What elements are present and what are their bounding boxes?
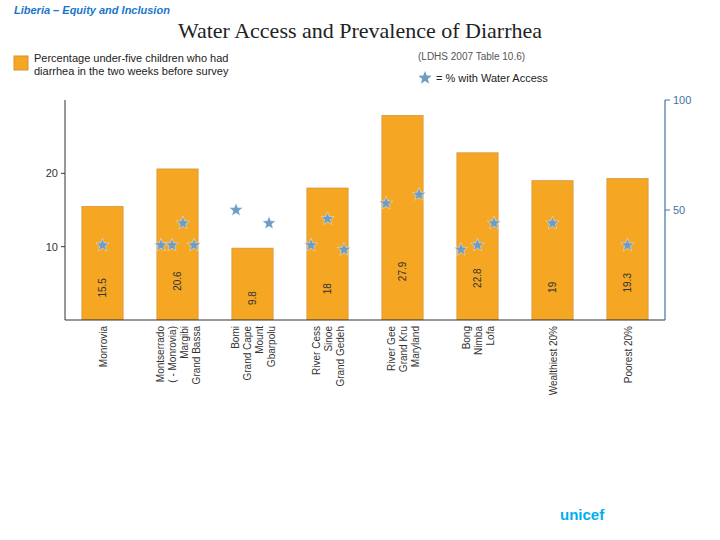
x-tick-label: Wealthiest 20% bbox=[548, 326, 559, 395]
star-marker bbox=[546, 216, 559, 229]
y-tick bbox=[61, 246, 65, 247]
data-label: 27.9 bbox=[398, 261, 409, 281]
legend-label: Percentage under-five children who haddi… bbox=[34, 52, 229, 77]
star-marker bbox=[471, 238, 484, 251]
legend-label: = % with Water Access bbox=[436, 72, 548, 84]
title: Water Access and Prevalence of Diarrhea bbox=[178, 18, 542, 43]
star-marker bbox=[621, 238, 634, 251]
bar bbox=[457, 153, 498, 320]
star-marker bbox=[187, 238, 200, 251]
source: (LDHS 2007 Table 10.6) bbox=[418, 51, 525, 62]
logo-text: unicef bbox=[560, 506, 605, 523]
star-marker bbox=[154, 238, 167, 251]
y2-tick-label: 50 bbox=[673, 204, 685, 216]
y-tick-label: 20 bbox=[46, 167, 58, 179]
y-axis bbox=[65, 100, 66, 320]
x-tick-label: Monrovia bbox=[98, 326, 109, 368]
star-marker bbox=[262, 216, 275, 229]
bar bbox=[382, 115, 423, 320]
star-marker bbox=[487, 216, 500, 229]
x-tick-label: Montserrado( - Monrovia)MargibiGrand Bas… bbox=[155, 326, 202, 385]
y2-tick bbox=[665, 210, 670, 211]
data-label: 22.8 bbox=[473, 268, 484, 288]
star-marker bbox=[412, 188, 425, 201]
subtitle: Liberia – Equity and Inclusion bbox=[14, 4, 170, 16]
x-tick-label: River GeeGrand KruMaryland bbox=[386, 326, 421, 373]
star-marker bbox=[379, 196, 392, 209]
data-label: 15.5 bbox=[98, 278, 109, 298]
bar bbox=[82, 206, 123, 320]
star-marker bbox=[96, 238, 109, 251]
y2-tick-label: 100 bbox=[673, 94, 691, 106]
x-tick-label: Poorest 20% bbox=[623, 326, 634, 383]
legend-marker bbox=[418, 71, 431, 84]
data-label: 18 bbox=[323, 283, 334, 295]
data-label: 19.3 bbox=[623, 273, 634, 293]
x-tick-label: BomiGrand CapeMountGbarpolu bbox=[230, 326, 277, 381]
star-marker bbox=[229, 203, 242, 216]
bar bbox=[532, 181, 573, 320]
y-tick-label: 10 bbox=[46, 241, 58, 253]
star-marker bbox=[321, 212, 334, 225]
data-label: 20.6 bbox=[173, 271, 184, 291]
legend-swatch bbox=[14, 56, 28, 70]
data-label: 9.8 bbox=[248, 291, 259, 305]
x-tick-label: River CessSinoeGrand Gedeh bbox=[311, 326, 346, 387]
chart: Liberia – Equity and Inclusion Water Acce… bbox=[0, 0, 720, 540]
star-marker bbox=[304, 238, 317, 251]
bar bbox=[232, 248, 273, 320]
star-marker bbox=[176, 216, 189, 229]
star-marker bbox=[165, 238, 178, 251]
y2-tick bbox=[665, 100, 670, 101]
data-label: 19 bbox=[548, 281, 559, 293]
star-marker bbox=[337, 243, 350, 256]
y-tick bbox=[61, 173, 65, 174]
x-axis bbox=[65, 320, 665, 321]
plot-area bbox=[82, 115, 648, 320]
bar bbox=[607, 178, 648, 320]
x-tick-label: BongNimbaLofa bbox=[461, 326, 496, 355]
star-marker bbox=[454, 243, 467, 256]
